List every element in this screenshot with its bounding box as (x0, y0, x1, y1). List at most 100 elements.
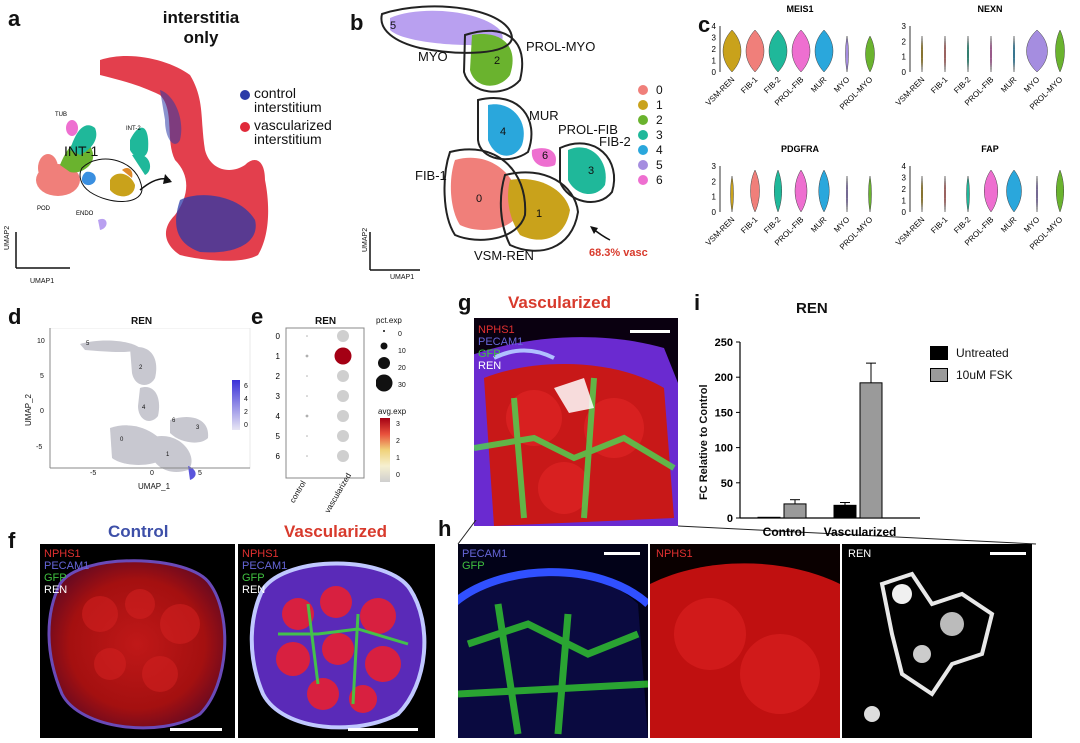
violin-xlabel: FIB-1 (929, 75, 950, 96)
violin-xlabel: MYO (832, 215, 851, 234)
h1-scalebar (604, 552, 640, 555)
e-row-label: 2 (276, 372, 281, 381)
e-color-legend-title: avg.exp (378, 407, 407, 416)
d-cb-2: 2 (244, 409, 248, 416)
e-dot-control (306, 455, 308, 457)
e-size-legend-values: 0 10 20 30 (398, 326, 406, 394)
panel-i-title: REN (796, 300, 828, 317)
b-legend-label-5: 5 (656, 157, 663, 172)
violin-prol-myo (1056, 169, 1064, 213)
panel-c-letter: c (698, 12, 711, 37)
panel-h-tile2: NPHS1 (650, 544, 840, 738)
panel-d-colorbar-ticks: 6 4 2 0 (244, 380, 248, 432)
e-dot-vascularized (337, 330, 349, 342)
panel-a-small-umap (36, 120, 151, 230)
panel-f-control-image: NPHS1 PECAM1 GFP REN (40, 544, 235, 738)
d-cluster-2: 2 (139, 365, 143, 371)
panel-b-letter: b (350, 10, 364, 35)
violin-xlabel: VSM-REN (894, 75, 927, 108)
violin-vsm-ren (921, 175, 923, 213)
i-xtick-label: Vascularized (824, 525, 897, 539)
panel-i-letter: i (694, 290, 701, 315)
h1-stain-gfp: GFP (462, 560, 485, 572)
violin-xlabel: MYO (832, 75, 851, 94)
g-stains: NPHS1 PECAM1 GFP REN (478, 324, 523, 372)
panel-a-title-line2: only (183, 28, 219, 47)
b-legend-label-2: 2 (656, 112, 663, 127)
violin-ytick: 2 (712, 45, 717, 54)
b-legend-dot-3 (638, 129, 648, 140)
e-size-legend (376, 330, 393, 392)
bar-10um-fsk-vascularized (859, 382, 883, 519)
f-ctrl-stain-ren: REN (44, 584, 68, 596)
panel-a-legend: control interstitium vascularized inters… (240, 86, 332, 146)
panel-b-cluster-4: 4 (500, 126, 507, 138)
panel-a-title-line1: interstitia (162, 8, 240, 27)
panel-d-letter: d (8, 304, 22, 329)
panel-b-axis-y: UMAP2 (362, 227, 369, 252)
violin-ytick: 4 (712, 22, 717, 31)
e-dot-vascularized (337, 430, 349, 442)
e-color-1: 1 (396, 455, 400, 462)
e-dot-control (306, 335, 308, 337)
i-xtick-label: Control (763, 525, 806, 539)
e-size-0: 0 (398, 331, 402, 338)
violin-ytick: 0 (712, 68, 717, 77)
b-legend-item-3: 3 (638, 127, 663, 142)
violin-prol-myo (865, 35, 875, 73)
panel-d-axis-y: UMAP_2 (24, 393, 33, 426)
violin-myo (845, 35, 849, 73)
b-legend-dot-6 (638, 174, 648, 185)
f-vasc-scalebar (348, 728, 418, 731)
h3-stain-ren: REN (848, 548, 872, 560)
violin-xlabel: FIB-2 (762, 215, 783, 236)
d-cluster-1: 1 (166, 452, 170, 458)
panel-a-letter: a (8, 6, 21, 31)
bar-untreated-control (757, 516, 781, 519)
i-ytick-label: 250 (715, 337, 733, 349)
violin-xlabel: FIB-2 (952, 75, 973, 96)
violin-title: FAP (981, 144, 999, 154)
e-row-label: 1 (276, 352, 281, 361)
e-size-20: 20 (398, 365, 406, 372)
violin-xlabel: VSM-REN (894, 215, 927, 248)
e-color-legend-bar (380, 418, 390, 482)
b-legend-label-1: 1 (656, 97, 663, 112)
f-ctrl-stain-pecam1: PECAM1 (44, 560, 90, 572)
panel-g-image: NPHS1 PECAM1 GFP REN (474, 318, 678, 526)
violin-ytick: 4 (902, 162, 907, 171)
violin-ytick: 1 (712, 193, 717, 202)
g-stain-ren: REN (478, 360, 502, 372)
d-cluster-6: 6 (172, 418, 176, 424)
panel-b-annotation: 68.3% vasc (589, 247, 648, 259)
panel-b-umap (369, 5, 615, 271)
e-row-label: 4 (276, 412, 281, 421)
panel-b-cluster-3: 3 (588, 165, 595, 177)
panel-b-region-myo: MYO (418, 49, 448, 64)
violin-fib-1 (750, 169, 760, 213)
bar-10um-fsk-control (783, 503, 807, 519)
violin-prol-fib (791, 29, 811, 73)
violin-ytick: 0 (902, 68, 907, 77)
violin-xlabel: FIB-2 (952, 215, 973, 236)
i-ytick-label: 100 (715, 443, 733, 455)
d-ytick-10: 10 (37, 338, 45, 345)
panel-b-region-fib2: FIB-2 (599, 134, 631, 149)
panel-g-title: Vascularized (508, 293, 612, 312)
violin-ytick: 3 (712, 162, 717, 171)
violin-title: NEXN (977, 4, 1002, 14)
violin-xlabel: FIB-1 (739, 75, 760, 96)
violin-xlabel: FIB-1 (739, 215, 760, 236)
f-ctrl-stain-nphs1: NPHS1 (44, 548, 81, 560)
violin-fib-1 (745, 29, 765, 73)
cluster-label-tub: TUB (55, 112, 67, 118)
panel-b-cluster-5: 5 (390, 20, 397, 32)
b-legend-dot-2 (638, 114, 648, 125)
panel-b-cluster-1: 1 (536, 208, 543, 220)
i-ytick-label: 0 (727, 513, 733, 525)
g-stain-pecam1: PECAM1 (478, 336, 524, 348)
panel-b-cluster-0: 0 (476, 193, 483, 205)
panel-e-dotplot: 0 1 2 3 4 5 6 (276, 327, 365, 479)
